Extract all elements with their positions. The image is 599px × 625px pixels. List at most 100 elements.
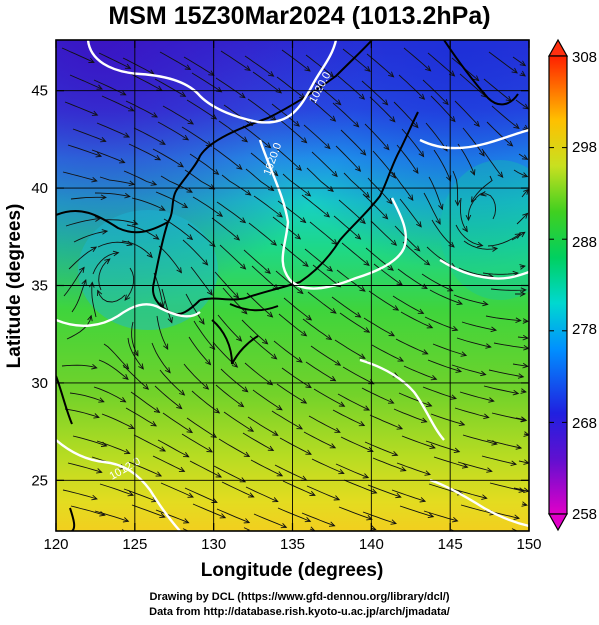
streamline-arrowhead: [510, 460, 518, 467]
streamline: [301, 194, 330, 218]
streamline: [425, 122, 448, 152]
streamline: [308, 415, 341, 433]
streamline-arrowhead: [270, 115, 277, 121]
colorbar: 308 298 288 278 268 258: [547, 38, 597, 532]
streamline: [69, 392, 104, 403]
streamline: [221, 481, 254, 498]
streamline: [250, 459, 283, 477]
streamline-arrowhead: [329, 375, 337, 382]
streamline: [427, 359, 462, 373]
streamline-arrowhead: [231, 361, 239, 368]
streamline: [192, 196, 223, 217]
streamline: [488, 369, 524, 378]
streamline-arrowhead: [138, 363, 144, 370]
streamline: [335, 463, 369, 479]
streamline-arrowhead: [455, 367, 463, 373]
streamline-arrowhead: [389, 116, 396, 123]
streamline: [154, 385, 182, 409]
streamline: [306, 167, 334, 192]
coastlines: [56, 40, 519, 531]
streamline: [398, 392, 432, 407]
streamline-arrowhead: [128, 180, 136, 187]
streamline: [91, 282, 97, 318]
streamline-arrowhead: [280, 522, 288, 529]
streamline-arrowhead: [519, 231, 526, 238]
streamline: [451, 364, 486, 376]
streamline: [311, 458, 344, 474]
streamline: [69, 74, 103, 90]
streamline-arrowhead: [355, 312, 362, 318]
streamline-arrowhead: [519, 264, 526, 270]
streamline: [67, 462, 102, 473]
streamline-arrowhead: [424, 259, 431, 266]
streamline-arrowhead: [512, 270, 519, 277]
streamline-arrowhead: [358, 421, 366, 427]
streamline: [401, 128, 424, 157]
streamline-arrowhead: [387, 264, 394, 271]
streamline-arrowhead: [120, 397, 127, 403]
streamline-arrowhead: [78, 266, 85, 273]
streamline: [423, 192, 441, 225]
streamline: [340, 129, 366, 156]
streamline-arrowhead: [420, 417, 428, 423]
streamline: [61, 364, 97, 369]
streamline: [252, 389, 283, 411]
streamline-arrowhead: [326, 265, 334, 272]
streamline: [271, 410, 303, 430]
streamline: [399, 198, 422, 228]
streamline: [423, 510, 458, 522]
streamline: [271, 103, 300, 127]
streamline: [193, 320, 215, 350]
streamline-arrowhead: [266, 379, 274, 386]
streamline: [518, 460, 529, 464]
streamline-arrowhead: [490, 326, 498, 333]
streamline-arrowhead: [90, 246, 98, 253]
streamline: [94, 192, 130, 198]
streamline-arrowhead: [245, 189, 252, 196]
streamline-arrowhead: [122, 374, 129, 380]
streamline-arrowhead: [479, 191, 487, 197]
streamline: [452, 488, 487, 499]
streamline: [97, 290, 126, 303]
streamline: [433, 149, 451, 181]
streamline-arrowhead: [178, 389, 186, 396]
streamline: [159, 51, 191, 70]
streamline: [391, 171, 414, 201]
streamline-arrowhead: [520, 388, 527, 394]
streamline-arrowhead: [513, 514, 521, 520]
streamline: [98, 359, 129, 380]
streamline-arrowhead: [521, 154, 529, 160]
streamline-arrowhead: [517, 373, 525, 379]
streamline-arrowhead: [359, 353, 366, 359]
streamline: [154, 78, 186, 97]
streamline-arrowhead: [215, 86, 223, 93]
streamline: [218, 438, 250, 457]
streamline: [183, 56, 215, 76]
streamline: [273, 340, 303, 363]
streamline: [123, 170, 157, 186]
streamline: [123, 488, 157, 502]
streamline-arrowhead: [511, 528, 519, 531]
streamline-arrowhead: [176, 403, 183, 410]
streamline-arrowhead: [276, 211, 283, 218]
streamline-arrowhead: [142, 383, 150, 390]
streamline: [213, 147, 243, 170]
streamline: [368, 290, 399, 311]
colorbar-tick-label: 288: [572, 234, 597, 251]
streamline-arrowhead: [522, 212, 529, 219]
streamline: [156, 315, 169, 350]
streamline-arrowhead: [418, 93, 426, 100]
streamline-arrowhead: [386, 198, 393, 205]
streamline: [128, 461, 162, 477]
streamline-arrowhead: [159, 301, 166, 308]
streamline: [455, 224, 483, 247]
streamline-arrowhead: [330, 308, 337, 314]
streamline: [513, 487, 529, 492]
streamline-arrowhead: [127, 490, 135, 497]
streamline-arrowhead: [93, 413, 100, 419]
streamline: [310, 345, 341, 366]
streamline: [521, 189, 529, 198]
streamline: [274, 464, 307, 481]
streamline: [482, 272, 518, 275]
streamline-arrowhead: [270, 239, 277, 246]
